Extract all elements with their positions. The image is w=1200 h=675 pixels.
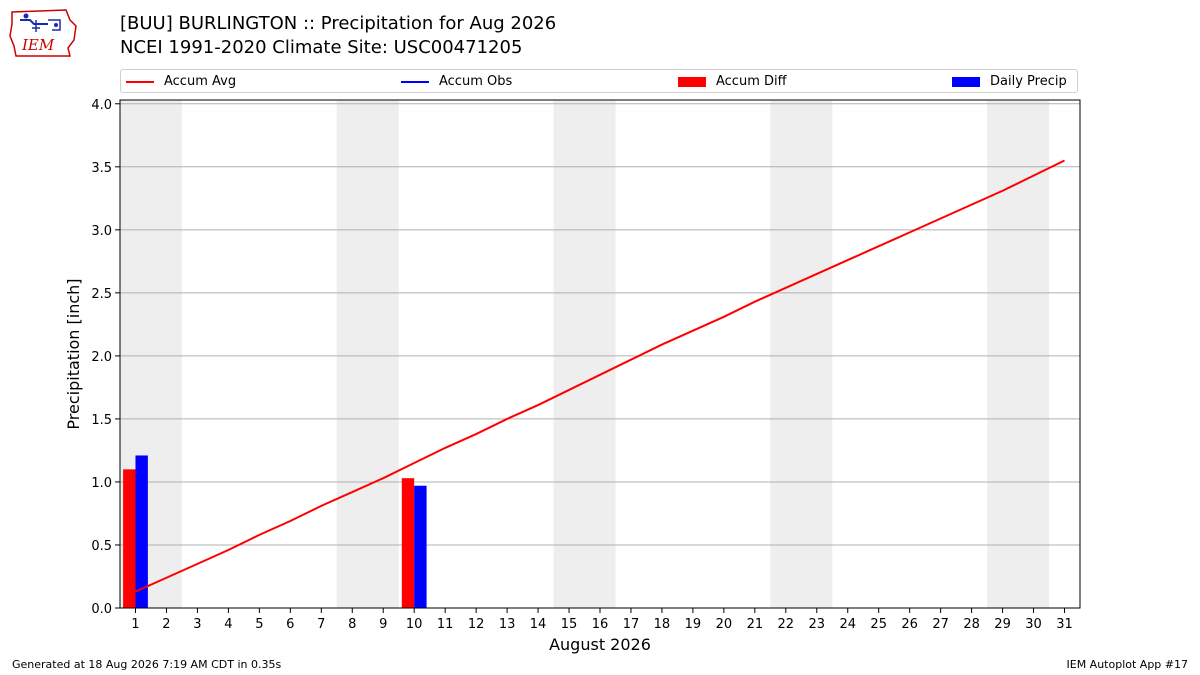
y-axis-ticks: 0.0 0.5 1.0 1.5 2.0 2.5 3.0 3.5 4.0 xyxy=(91,98,120,617)
chart-title: [BUU] BURLINGTON :: Precipitation for Au… xyxy=(120,13,557,34)
legend-swatch-accum-diff xyxy=(678,76,706,87)
accum-diff-bar xyxy=(401,478,415,608)
iem-logo: IEM xyxy=(8,6,80,60)
bar-series xyxy=(123,455,427,608)
x-tick-label: 14 xyxy=(530,617,547,632)
weekend-band xyxy=(987,100,1050,608)
x-tick-label: 8 xyxy=(348,617,356,632)
accum-avg-line xyxy=(135,159,1065,593)
chart-legend: Accum Avg Accum Obs Accum Diff Daily Pre… xyxy=(120,69,1078,93)
x-tick-label: 1 xyxy=(131,617,139,632)
x-tick-label: 22 xyxy=(778,617,795,632)
x-tick-label: 31 xyxy=(1056,617,1073,632)
legend-label-accum-avg: Accum Avg xyxy=(164,74,237,89)
daily-precip-bar xyxy=(414,485,427,608)
legend-item-daily-precip: Daily Precip xyxy=(952,73,1067,91)
x-tick-label: 4 xyxy=(224,617,232,632)
iem-logo-graphic: IEM xyxy=(9,9,77,57)
weekend-bands xyxy=(120,100,1050,608)
x-axis-ticks: 1 2 3 4 5 6 7 8 9 10 11 12 13 14 15 16 17 18 19 20 21 22 23 24 2… xyxy=(131,608,1073,632)
line-series xyxy=(135,159,1065,593)
x-tick-label: 15 xyxy=(561,617,578,632)
y-tick-label: 4.0 xyxy=(91,98,112,113)
weekend-band xyxy=(336,100,399,608)
x-tick-label: 29 xyxy=(994,617,1011,632)
x-tick-label: 7 xyxy=(317,617,325,632)
legend-swatch-accum-obs xyxy=(401,80,429,83)
y-tick-label: 3.5 xyxy=(91,161,112,176)
legend-swatch-accum-avg xyxy=(126,80,154,83)
x-tick-label: 30 xyxy=(1025,617,1042,632)
x-tick-label: 24 xyxy=(839,617,856,632)
legend-item-accum-obs: Accum Obs xyxy=(401,73,512,91)
x-tick-label: 12 xyxy=(468,617,485,632)
chart-subtitle: NCEI 1991-2020 Climate Site: USC00471205 xyxy=(120,37,523,58)
x-tick-label: 19 xyxy=(685,617,702,632)
x-tick-label: 6 xyxy=(286,617,294,632)
legend-item-accum-diff: Accum Diff xyxy=(678,73,787,91)
y-tick-label: 2.5 xyxy=(91,287,112,302)
y-tick-label: 1.5 xyxy=(91,413,112,428)
legend-item-accum-avg: Accum Avg xyxy=(126,73,236,91)
y-axis-label: Precipitation [inch] xyxy=(64,278,83,429)
x-tick-label: 11 xyxy=(437,617,454,632)
y-tick-label: 0.5 xyxy=(91,539,112,554)
x-tick-label: 9 xyxy=(379,617,387,632)
x-tick-label: 5 xyxy=(255,617,263,632)
x-tick-label: 16 xyxy=(592,617,609,632)
x-tick-label: 2 xyxy=(162,617,170,632)
legend-label-accum-diff: Accum Diff xyxy=(716,74,787,89)
y-tick-label: 2.0 xyxy=(91,350,112,365)
x-tick-label: 20 xyxy=(716,617,733,632)
legend-label-accum-obs: Accum Obs xyxy=(439,74,513,89)
x-tick-label: 3 xyxy=(193,617,201,632)
x-tick-label: 18 xyxy=(654,617,671,632)
y-tick-label: 3.0 xyxy=(91,224,112,239)
x-tick-label: 27 xyxy=(932,617,949,632)
generated-timestamp: Generated at 18 Aug 2026 7:19 AM CDT in … xyxy=(12,658,282,671)
legend-swatch-daily-precip xyxy=(952,76,980,87)
app-credit: IEM Autoplot App #17 xyxy=(1066,658,1189,671)
y-tick-label: 1.0 xyxy=(91,476,112,491)
x-tick-label: 21 xyxy=(747,617,764,632)
x-tick-label: 25 xyxy=(870,617,887,632)
x-tick-label: 26 xyxy=(901,617,918,632)
y-tick-label: 0.0 xyxy=(91,602,112,617)
weekend-band xyxy=(770,100,833,608)
weekend-band xyxy=(553,100,616,608)
legend-label-daily-precip: Daily Precip xyxy=(990,74,1067,89)
svg-text:IEM: IEM xyxy=(21,36,55,54)
daily-precip-bar xyxy=(135,455,148,608)
x-tick-label: 23 xyxy=(809,617,826,632)
x-tick-label: 13 xyxy=(499,617,516,632)
x-tick-label: 28 xyxy=(963,617,980,632)
x-axis-label: August 2026 xyxy=(549,635,651,654)
x-tick-label: 10 xyxy=(406,617,423,632)
accum-diff-bar xyxy=(123,469,136,608)
x-tick-label: 17 xyxy=(623,617,640,632)
